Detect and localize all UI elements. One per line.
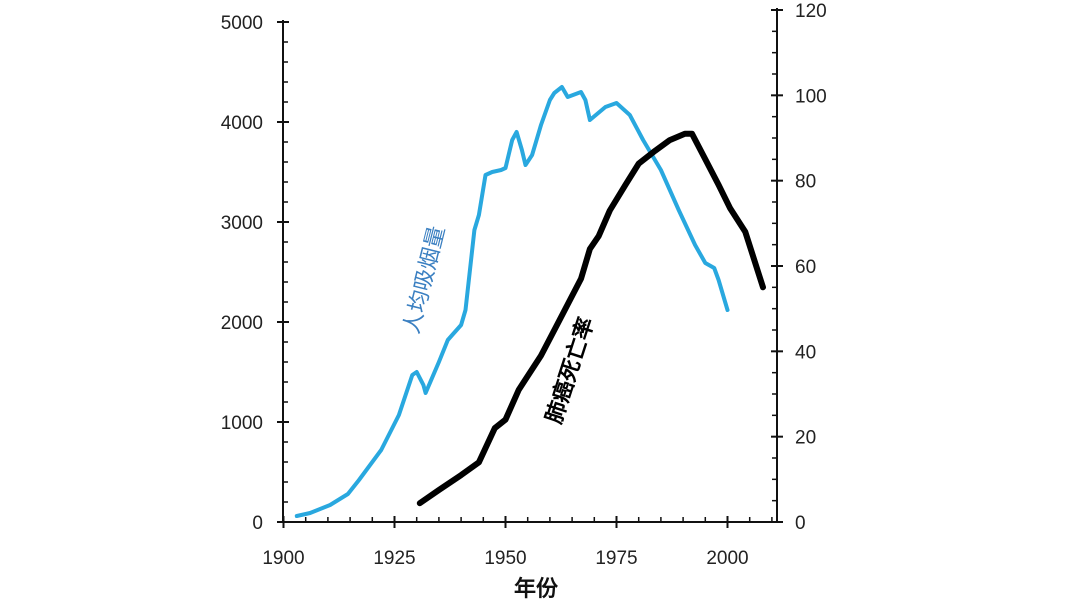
x-tick-label: 1900 bbox=[262, 548, 304, 569]
right-tick-label: 0 bbox=[795, 513, 806, 534]
left-tick-label: 5000 bbox=[221, 13, 263, 34]
x-tick-label: 1925 bbox=[373, 548, 415, 569]
x-tick-label: 1950 bbox=[484, 548, 526, 569]
series-label-lung-cancer: 肺癌死亡率 bbox=[541, 314, 600, 427]
smoking-per-capita-line bbox=[294, 85, 730, 518]
left-tick-label: 3000 bbox=[221, 213, 263, 234]
series-group bbox=[294, 85, 766, 518]
left-tick-label: 0 bbox=[252, 513, 263, 534]
left-tick-label: 1000 bbox=[221, 413, 263, 434]
right-tick-label: 80 bbox=[795, 172, 816, 193]
axes: 0 1000 2000 3000 4000 5000 0 20 40 60 80 100 120 1900… bbox=[221, 1, 827, 569]
left-tick-label: 2000 bbox=[221, 313, 263, 334]
lung-cancer-death-rate-line bbox=[416, 130, 766, 507]
series-label-smoking: 人均吸烟量 bbox=[400, 224, 451, 337]
x-axis-label: 年份 bbox=[514, 576, 559, 602]
right-tick-label: 40 bbox=[795, 342, 816, 363]
right-tick-label: 60 bbox=[795, 257, 816, 278]
x-tick-label: 2000 bbox=[706, 548, 748, 569]
left-tick-label: 4000 bbox=[221, 113, 263, 134]
right-tick-label: 120 bbox=[795, 1, 827, 22]
x-tick-label: 1975 bbox=[595, 548, 637, 569]
right-tick-label: 100 bbox=[795, 86, 827, 107]
right-tick-label: 20 bbox=[795, 428, 816, 449]
